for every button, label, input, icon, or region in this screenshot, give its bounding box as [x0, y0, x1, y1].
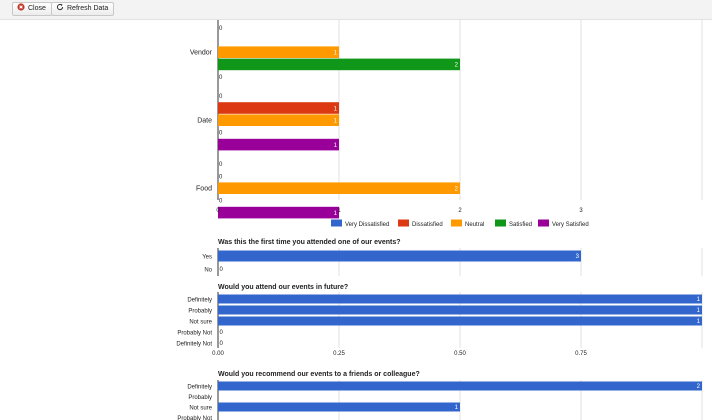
data-label: 1 [334, 143, 338, 149]
category-label: Probably [188, 309, 212, 315]
close-icon [17, 3, 25, 11]
data-label: 1 [697, 319, 701, 325]
bar [218, 402, 460, 412]
data-label: 0 [219, 26, 223, 32]
category-label: Vendor [190, 50, 213, 57]
data-label: 0 [219, 131, 223, 137]
legend-label: Very Dissatisfied [345, 222, 389, 228]
data-label: 1 [697, 308, 701, 314]
bar [218, 316, 702, 326]
bar [218, 182, 460, 194]
data-label: 0 [220, 341, 224, 347]
bar [218, 114, 339, 126]
data-label: 1 [697, 297, 701, 303]
refresh-data-button-label: Refresh Data [67, 5, 109, 12]
bar [218, 46, 339, 58]
bar [218, 102, 339, 114]
close-button[interactable]: Close [12, 2, 52, 16]
tick-label: 0.50 [454, 351, 466, 357]
close-button-label: Close [28, 5, 46, 12]
toolbar: Close Refresh Data [0, 0, 712, 20]
data-label: 0 [219, 199, 223, 205]
data-label: 0 [220, 267, 224, 273]
data-label: 1 [455, 405, 459, 411]
data-label: 2 [455, 187, 459, 193]
refresh-data-button[interactable]: Refresh Data [51, 2, 115, 16]
data-label: 1 [334, 106, 338, 112]
data-label: 2 [455, 63, 459, 69]
chart-title: Would you recommend our events to a frie… [218, 371, 420, 378]
category-label: Probably Not [177, 416, 212, 420]
data-label: 2 [697, 384, 701, 390]
data-label: 0 [219, 94, 223, 100]
tick-label: 0.00 [212, 351, 224, 357]
bar [218, 294, 702, 304]
data-label: 0 [219, 174, 223, 180]
tick-label: 3 [579, 208, 583, 214]
chart-title: Would you attend our events in future? [218, 284, 348, 291]
data-label: 0 [219, 162, 223, 168]
legend-label: Neutral [465, 222, 484, 228]
legend-swatch [331, 219, 342, 227]
category-label: Food [196, 186, 212, 193]
data-label: 0 [220, 330, 224, 336]
data-label: 1 [334, 51, 338, 57]
refresh-icon [56, 3, 64, 11]
category-label: Not sure [189, 406, 212, 412]
bar [218, 305, 702, 315]
bar [218, 250, 581, 262]
category-label: Probably Not [177, 331, 212, 337]
tick-label: 0.25 [333, 351, 345, 357]
legend-swatch [398, 219, 409, 227]
bar [218, 381, 702, 391]
legend-swatch [451, 219, 462, 227]
data-label: 0 [219, 75, 223, 81]
category-label: No [204, 268, 212, 274]
tick-label: 0.75 [575, 351, 587, 357]
tick-label: 0 [216, 208, 220, 214]
tick-label: 2 [458, 208, 462, 214]
legend-label: Very Satisfied [552, 222, 589, 228]
category-label: Definitely Not [176, 342, 212, 348]
category-label: Not sure [189, 320, 212, 326]
category-label: Date [197, 118, 212, 125]
tick-label: 1 [337, 208, 341, 214]
legend-label: Dissatisfied [412, 222, 443, 228]
bar [218, 206, 339, 219]
category-label: Definitely [187, 298, 212, 304]
bar [218, 138, 339, 151]
bar [218, 58, 460, 71]
chart-title: Was this the first time you attended one… [218, 239, 401, 246]
data-label: 1 [334, 211, 338, 217]
category-label: Definitely [187, 385, 212, 391]
category-label: Yes [202, 255, 212, 261]
data-label: 1 [334, 119, 338, 125]
data-label: 3 [576, 254, 580, 260]
legend-swatch [495, 219, 506, 227]
category-label: Probably [188, 395, 212, 401]
legend-swatch [538, 219, 549, 227]
legend-label: Satisfied [509, 222, 532, 228]
